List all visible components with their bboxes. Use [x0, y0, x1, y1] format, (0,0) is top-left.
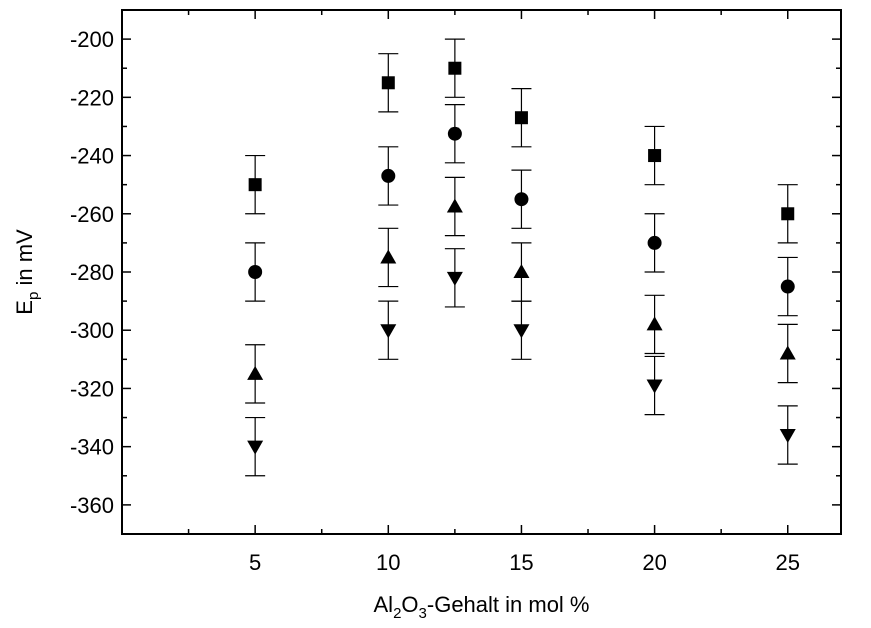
data-point-square: [381, 76, 395, 90]
data-point-triangle-down: [779, 429, 796, 444]
data-point-circle: [780, 279, 795, 294]
y-tick-label: -220: [70, 85, 114, 110]
data-point-square: [248, 178, 262, 192]
y-tick-label: -340: [70, 435, 114, 460]
x-axis-label: Al2O3-Gehalt in mol %: [374, 592, 590, 622]
data-point-square: [448, 61, 462, 75]
y-axis-label: Ep in mV: [12, 229, 42, 315]
x-tick-label: 25: [775, 550, 799, 575]
x-tick-label: 20: [642, 550, 666, 575]
y-tick-label: -240: [70, 144, 114, 169]
tick-labels: 5 10 15 20 25 -200 -220 -240 -260 -280 -300 -320 -34…: [70, 27, 800, 575]
y-tick-label: -260: [70, 202, 114, 227]
data-point-circle: [381, 168, 396, 183]
data-point-circle: [647, 235, 662, 250]
data-point-circle: [514, 192, 529, 207]
data-point-triangle-down: [513, 324, 530, 339]
y-tick-label: -200: [70, 27, 114, 52]
axis-ticks: [122, 9, 841, 535]
data-point-triangle-down: [247, 440, 264, 455]
data-point-triangle-up: [380, 249, 397, 264]
plot-frame: [121, 9, 842, 535]
data-point-triangle-up: [513, 264, 530, 278]
y-tick-label: -300: [70, 318, 114, 343]
data-point-triangle-up: [446, 198, 463, 213]
data-point-triangle-up: [779, 345, 796, 360]
x-tick-label: 10: [376, 550, 400, 575]
y-tick-label: -280: [70, 260, 114, 285]
data-point-triangle-up: [646, 316, 663, 331]
data-point-circle: [447, 126, 462, 141]
data-point-circle: [248, 265, 263, 279]
data-point-triangle-down: [380, 324, 397, 339]
data-point-square: [781, 207, 795, 221]
y-tick-label: -360: [70, 493, 114, 518]
data-point-square: [514, 111, 528, 125]
data-point-square: [648, 149, 662, 163]
x-tick-label: 5: [249, 550, 261, 575]
data-point-triangle-down: [446, 271, 463, 286]
data-marks: [245, 38, 798, 477]
data-point-triangle-up: [247, 365, 264, 380]
data-point-triangle-down: [646, 379, 663, 394]
y-tick-label: -320: [70, 376, 114, 401]
x-tick-label: 15: [509, 550, 533, 575]
